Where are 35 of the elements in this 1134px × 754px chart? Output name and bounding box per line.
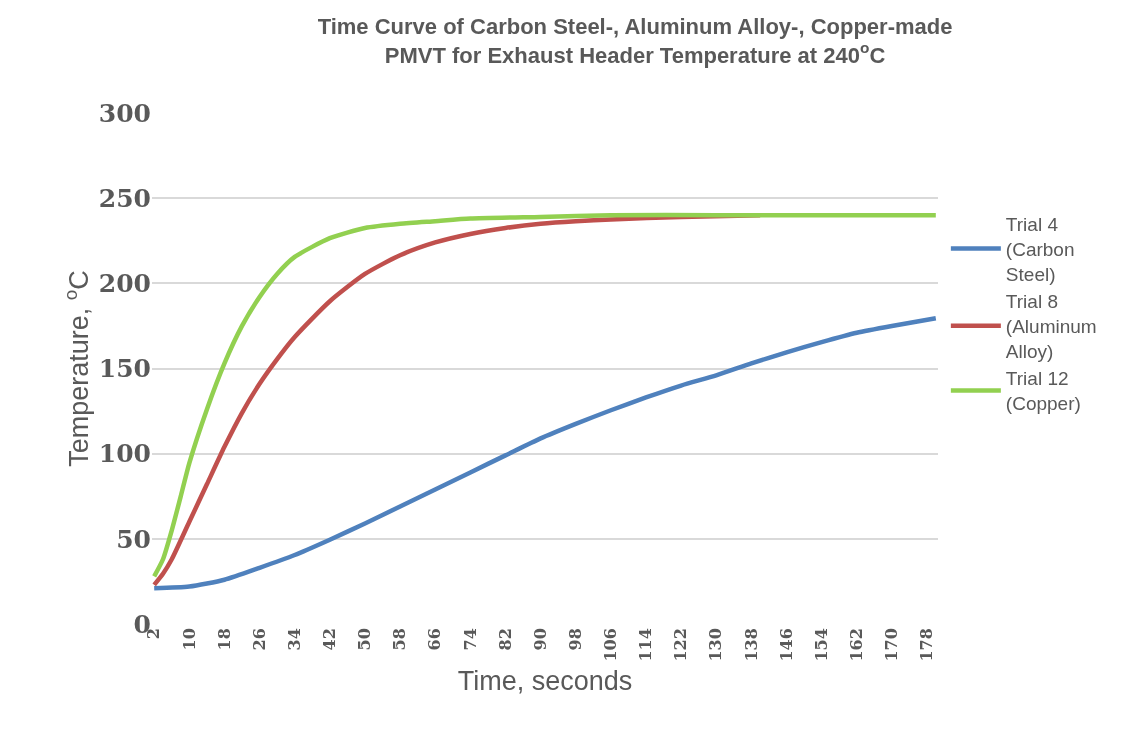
legend-label: Trial 12 (Copper) xyxy=(1005,368,1081,415)
x-tick-label: 162 xyxy=(846,628,866,662)
x-tick-label: 50 xyxy=(355,628,375,651)
x-tick-label: 18 xyxy=(214,628,234,651)
x-tick-label: 178 xyxy=(917,628,937,662)
x-tick-label: 114 xyxy=(636,628,656,662)
x-tick-label: 66 xyxy=(425,628,445,651)
x-tick-label: 90 xyxy=(530,628,550,651)
x-tick-label: 122 xyxy=(671,628,691,662)
y-tick-label: 50 xyxy=(116,524,151,554)
x-tick-label: 74 xyxy=(460,628,480,651)
chart-title: Time Curve of Carbon Steel-, Aluminum Alloy-, Copper-made PMVT for Exhaust Header Temperature at 240$^{o}$C xyxy=(317,13,953,68)
legend-label: Trial 4 (Carbon Steel) xyxy=(1005,214,1075,285)
x-tick-label: 82 xyxy=(495,628,515,651)
line-series xyxy=(152,316,938,591)
x-tick-label: 58 xyxy=(390,628,410,651)
y-tick-label: 300 xyxy=(98,98,151,128)
x-tick-label: 138 xyxy=(741,628,761,662)
x-tick-label: 98 xyxy=(565,628,585,651)
y-tick-label: 150 xyxy=(98,354,151,384)
x-tick-label: 10 xyxy=(179,628,199,651)
y-tick-label: 100 xyxy=(98,439,151,469)
x-tick-label: 146 xyxy=(776,628,796,662)
x-tick-label: 34 xyxy=(284,628,304,651)
x-axis-title: Time, seconds xyxy=(457,666,633,697)
x-tick-label: 154 xyxy=(811,628,831,662)
x-tick-label: 130 xyxy=(706,628,726,662)
x-tick-label: 42 xyxy=(320,628,340,651)
y-tick-label: 200 xyxy=(98,269,151,299)
x-tick-label: 106 xyxy=(601,628,621,662)
x-tick-label: 26 xyxy=(249,628,269,651)
legend-label: Trial 8 (Aluminum Alloy) xyxy=(1005,291,1097,362)
x-tick-label: 170 xyxy=(882,628,902,662)
y-tick-label: 250 xyxy=(98,183,151,213)
line-series xyxy=(152,212,938,579)
